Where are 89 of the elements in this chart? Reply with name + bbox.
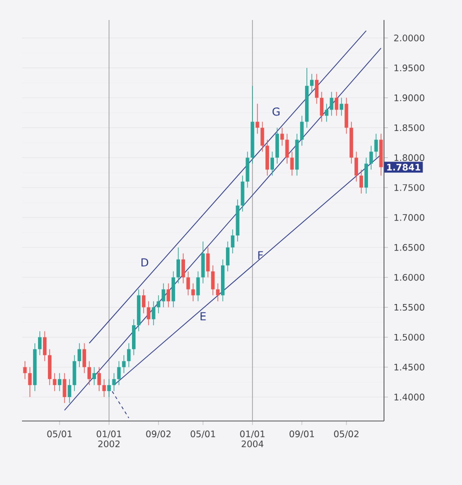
candlestick <box>82 342 86 374</box>
candlestick <box>117 360 121 386</box>
candlestick <box>172 271 176 308</box>
candlestick <box>68 378 72 404</box>
candlestick <box>28 366 32 398</box>
candlestick <box>42 330 47 362</box>
candlestick <box>344 97 348 134</box>
candlestick <box>246 151 250 188</box>
x-tick-label: 05/01 <box>190 430 216 438</box>
text: 1.7841 <box>387 164 420 171</box>
candlestick <box>127 342 131 368</box>
candlestick <box>112 372 116 392</box>
x-tick-label: 01/01 2002 <box>96 430 122 448</box>
candlestick <box>240 175 244 212</box>
candlestick <box>280 127 284 146</box>
candlestick <box>176 247 180 284</box>
candlestick <box>226 241 230 272</box>
candlestick <box>334 91 338 116</box>
candlestick <box>97 366 101 392</box>
y-tick-label: 1.9500 <box>394 64 424 72</box>
candlestick <box>23 360 27 380</box>
candlestick <box>156 294 160 314</box>
candlestick <box>290 151 294 176</box>
candlestick <box>191 282 195 302</box>
candlestick <box>92 366 96 386</box>
candlestick <box>62 372 66 404</box>
candlestick <box>107 378 111 398</box>
x-tick-label: 01/01 2004 <box>240 430 265 448</box>
y-tick-label: 1.9000 <box>394 94 424 102</box>
candlestick <box>78 342 82 368</box>
candlestick <box>320 91 324 122</box>
y-tick-label: 1.7500 <box>394 184 424 191</box>
annotation: E <box>200 312 206 320</box>
candlestick <box>52 372 56 392</box>
candlestick <box>266 139 270 176</box>
candlestick <box>314 74 319 104</box>
candlestick <box>201 241 205 284</box>
candlestick <box>162 282 166 308</box>
candlestick <box>211 265 215 296</box>
candlestick <box>48 348 52 386</box>
y-tick-label: 1.4500 <box>394 364 424 371</box>
candlestick <box>152 300 156 326</box>
y-tick-label: 1.5500 <box>394 304 424 311</box>
candlestick <box>132 318 136 356</box>
candlestick <box>206 247 210 278</box>
x-tick-label: 05/01 <box>47 430 72 438</box>
y-tick-label: 2.0000 <box>394 34 424 42</box>
candlestick <box>196 271 200 302</box>
candlestick <box>230 229 234 254</box>
candlestick <box>102 378 106 398</box>
candlestick <box>300 115 304 146</box>
candlestick <box>369 145 373 170</box>
x-tick-label: 05/02 <box>334 430 358 438</box>
candlestick <box>166 282 170 308</box>
candlestick <box>58 372 62 392</box>
annotation: F <box>258 251 263 260</box>
y-tick-label: 1.4000 <box>394 394 424 400</box>
candlestick <box>256 103 260 134</box>
candlestick <box>142 288 146 314</box>
candlestick <box>340 97 344 116</box>
annotation: D <box>142 258 148 266</box>
candlestick <box>330 91 334 116</box>
candlestick <box>181 253 185 284</box>
x-tick-label: 09/02 <box>146 430 171 438</box>
candlestick <box>275 127 279 164</box>
candlestick <box>354 151 358 182</box>
candlestick <box>324 103 328 122</box>
candlestick <box>310 74 314 92</box>
candlestick <box>374 133 378 158</box>
candlestick <box>260 121 264 152</box>
candlestick <box>285 133 289 164</box>
candlestick <box>122 354 126 374</box>
annotation: G <box>272 107 280 116</box>
candlestick <box>146 300 150 326</box>
candlestick <box>72 354 76 392</box>
candlestick <box>216 282 220 302</box>
y-tick-label: 1.8500 <box>394 124 424 132</box>
candlestick <box>270 151 274 176</box>
candlestick <box>359 169 364 194</box>
y-tick-label: 1.5000 <box>394 334 424 341</box>
y-tick-label: 1.8000 <box>394 154 424 162</box>
y-tick-label: 1.6500 <box>394 244 424 251</box>
x-tick-label: 09/01 <box>290 430 314 438</box>
y-tick-label: 1.7000 <box>394 214 424 221</box>
y-tick-label: 1.6000 <box>394 274 424 281</box>
candlestick <box>186 271 190 296</box>
candlestick <box>87 360 92 386</box>
candlestick <box>38 330 42 356</box>
candlestick <box>364 157 368 194</box>
